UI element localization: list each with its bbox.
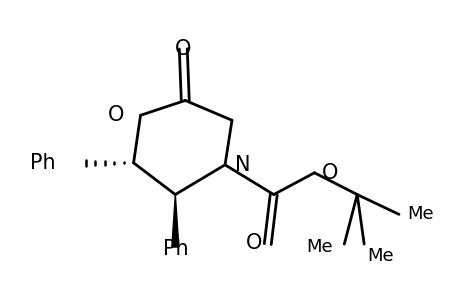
Text: Ph: Ph [30,153,56,173]
Text: O: O [175,39,191,59]
Text: Me: Me [366,247,393,265]
Text: N: N [235,155,250,175]
Text: Ph: Ph [162,239,188,259]
Text: O: O [321,163,337,183]
Text: Me: Me [305,238,332,256]
Polygon shape [172,195,179,247]
Text: O: O [245,233,261,253]
Text: O: O [108,105,124,125]
Text: Me: Me [406,205,433,223]
